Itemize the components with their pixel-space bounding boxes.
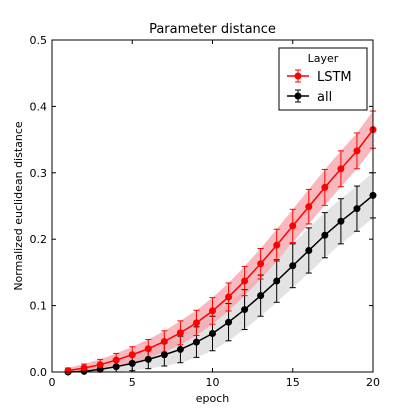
legend-box (278, 47, 368, 111)
point-all (225, 318, 233, 326)
y-tick-label: 0.4 (30, 100, 48, 113)
x-tick-label: 15 (286, 376, 300, 389)
legend: Layer LSTM all (278, 47, 368, 111)
band-all (68, 172, 374, 372)
confidence-bands (68, 111, 374, 372)
point-lstm (144, 345, 152, 353)
chart-title: Parameter distance (149, 22, 276, 37)
point-lstm (305, 203, 313, 211)
point-lstm (321, 183, 329, 191)
point-lstm (209, 307, 216, 315)
point-lstm (337, 165, 345, 173)
point-all (337, 217, 345, 225)
y-tick-label: 0.5 (30, 34, 48, 47)
point-lstm (96, 361, 104, 369)
legend-label-all: all (317, 90, 332, 105)
point-all (209, 329, 216, 337)
point-lstm (160, 337, 168, 345)
point-all (192, 338, 200, 346)
axis-tick-labels: 0 5 10 15 20 0.0 0.1 0.2 0.3 0.4 0.5 (30, 34, 381, 389)
point-lstm (80, 364, 88, 372)
point-lstm (64, 367, 72, 375)
point-lstm (241, 277, 249, 285)
point-lstm (176, 329, 184, 337)
point-all (160, 351, 168, 359)
point-lstm (353, 147, 361, 155)
legend-entries: LSTM all (287, 69, 352, 105)
point-all (128, 359, 136, 367)
point-all (176, 345, 184, 353)
point-all (353, 205, 361, 213)
x-axis-label: epoch (196, 392, 230, 405)
legend-title: Layer (308, 52, 339, 65)
axis-ticks (51, 39, 374, 373)
y-tick-label: 0.1 (30, 300, 48, 313)
point-lstm (128, 351, 136, 359)
y-axis-label: Normalized euclidean distance (12, 121, 25, 291)
legend-marker-lstm (294, 72, 302, 80)
point-all (305, 246, 313, 254)
y-tick-label: 0.3 (30, 167, 48, 180)
point-lstm (257, 260, 265, 268)
point-lstm (112, 356, 120, 364)
series-points (64, 126, 377, 376)
point-all (289, 262, 297, 270)
point-all (112, 363, 120, 371)
point-lstm (289, 222, 297, 230)
y-tick-label: 0.2 (30, 233, 48, 246)
x-tick-label: 0 (49, 376, 56, 389)
legend-label-lstm: LSTM (317, 70, 352, 85)
point-lstm (273, 241, 281, 249)
legend-marker-all (294, 92, 302, 100)
point-all (273, 277, 281, 285)
x-tick-label: 10 (206, 376, 220, 389)
point-all (257, 292, 265, 300)
point-all (321, 231, 329, 239)
point-all (241, 306, 249, 314)
point-all (144, 355, 152, 363)
x-tick-label: 20 (366, 376, 380, 389)
x-tick-label: 5 (129, 376, 136, 389)
y-tick-label: 0.0 (30, 366, 48, 379)
point-lstm (225, 293, 233, 301)
point-lstm (192, 319, 200, 327)
